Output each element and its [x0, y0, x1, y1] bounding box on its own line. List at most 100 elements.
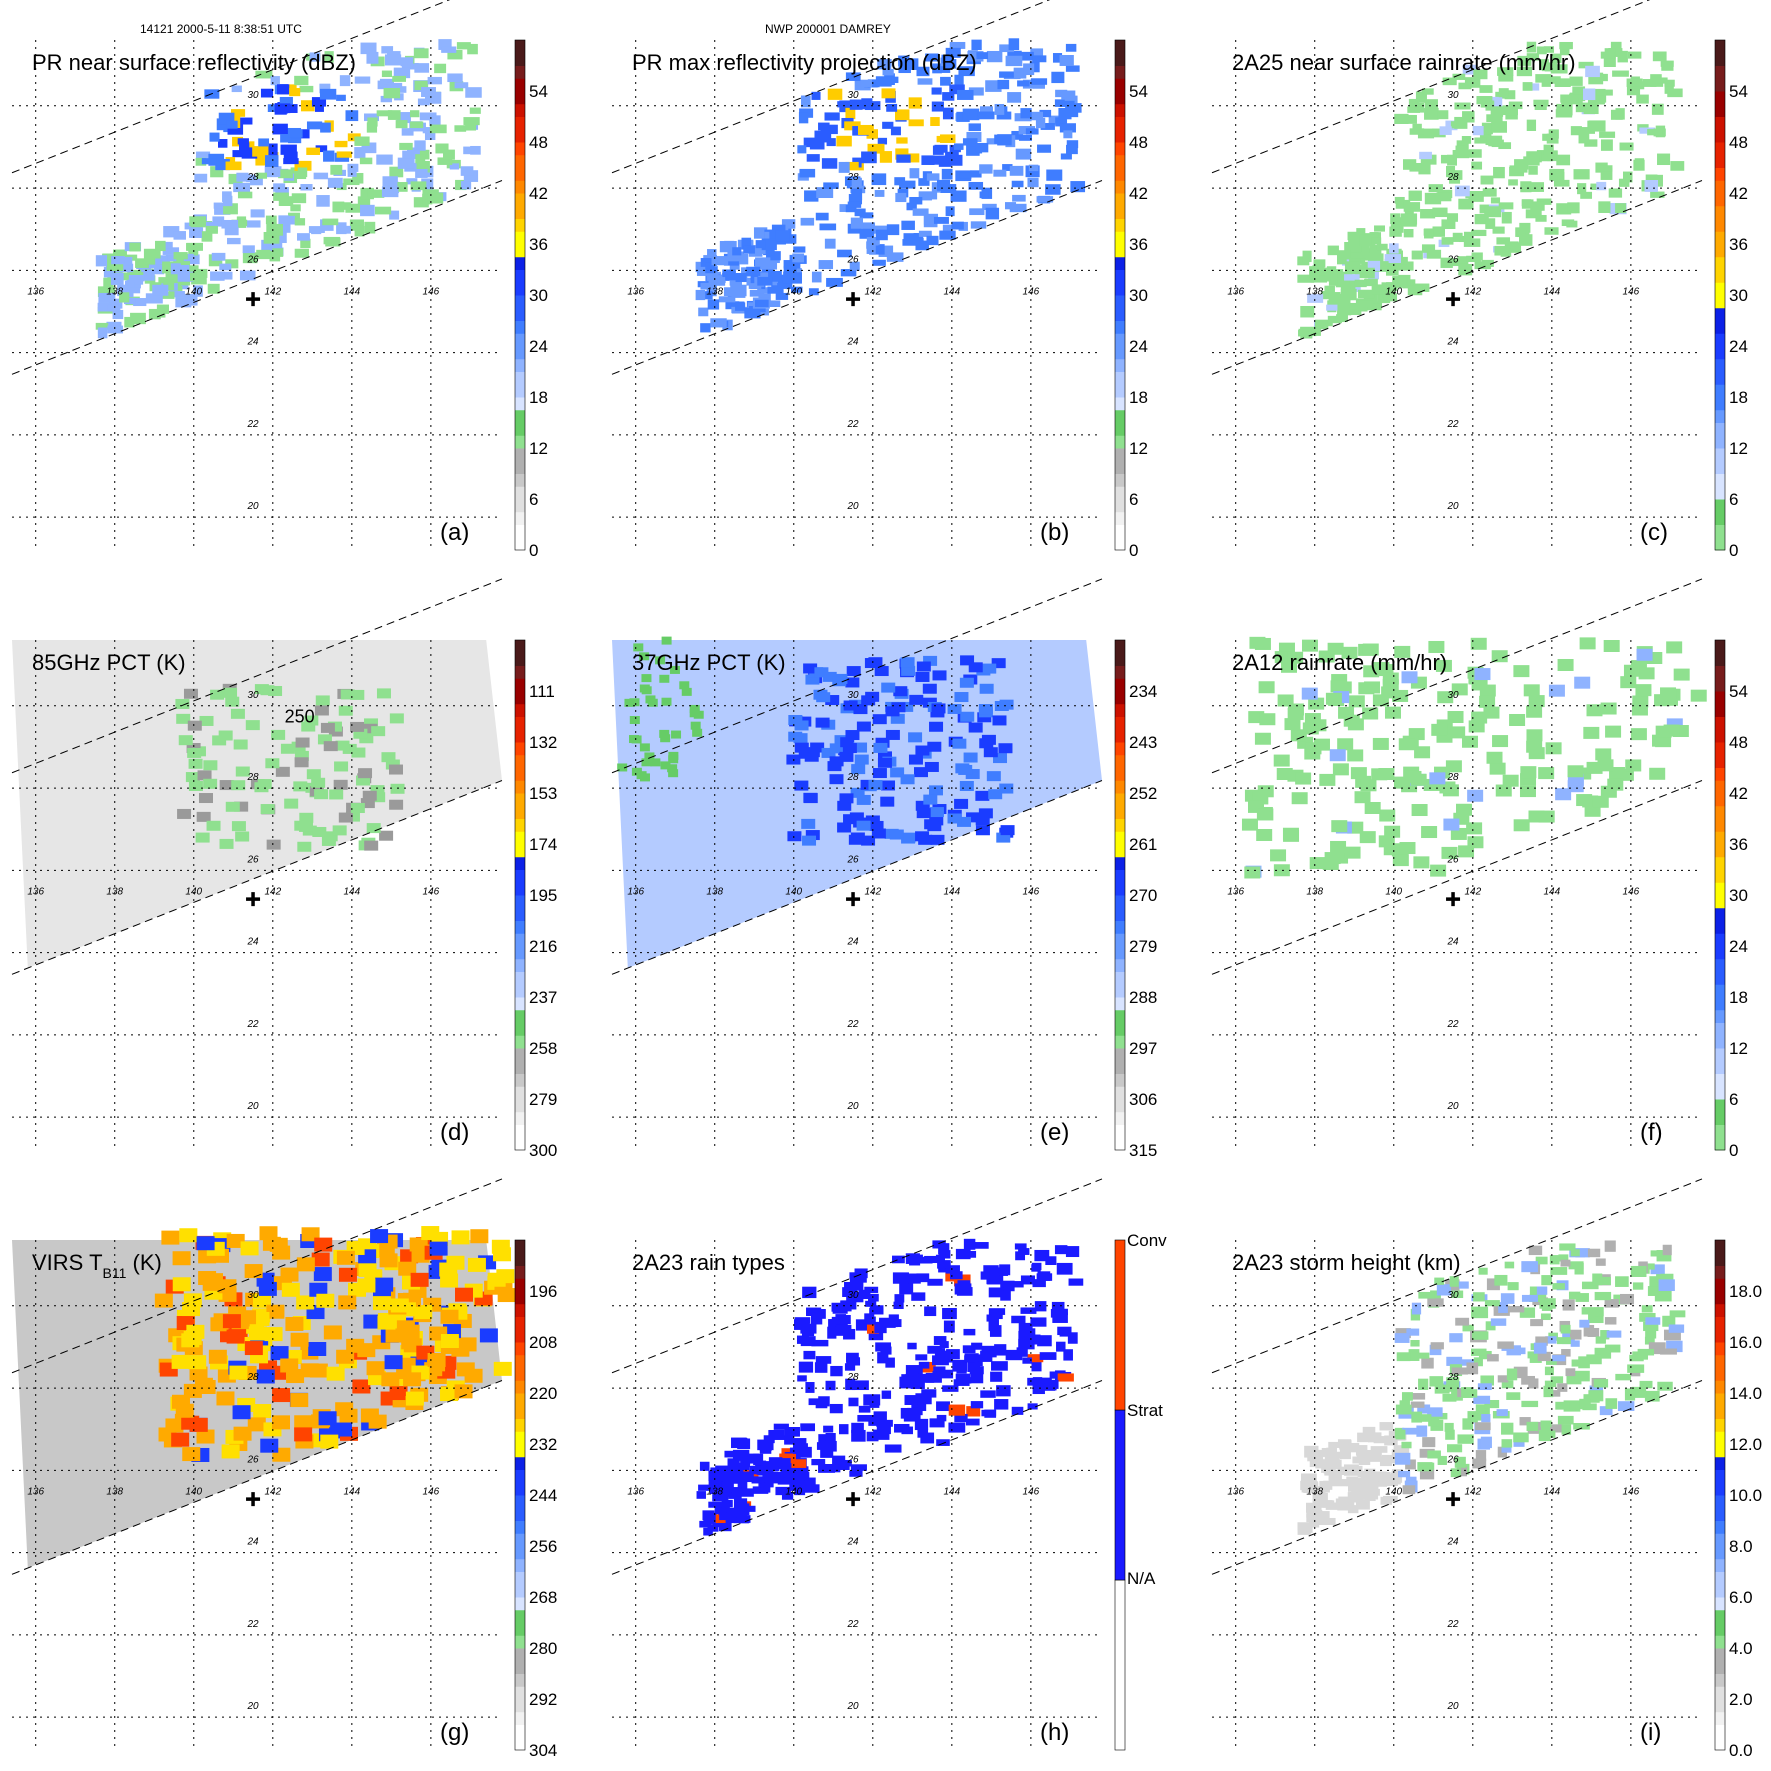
- field-cell: [737, 1438, 751, 1450]
- field-cell: [1450, 1468, 1462, 1478]
- field-cell: [371, 726, 386, 737]
- field-cell: [1526, 729, 1543, 742]
- colorbar-label: 42: [1129, 184, 1148, 203]
- field-cell: [1417, 1404, 1431, 1414]
- field-cell: [437, 157, 453, 165]
- field-cell: [967, 51, 984, 62]
- colorbar-label: 234: [1129, 682, 1157, 701]
- lat-tick-label: 26: [246, 1454, 259, 1465]
- colorbar-label: 237: [529, 988, 557, 1007]
- field-cell: [1533, 99, 1549, 107]
- field-cell: [1559, 1243, 1576, 1251]
- lon-tick-label: 138: [706, 287, 723, 298]
- colorbar-segment: [1115, 295, 1125, 309]
- field-cell: [1545, 742, 1562, 755]
- field-cell: [1430, 1342, 1444, 1350]
- colorbar-segment: [1114, 1409, 1126, 1581]
- field-cell: [248, 1326, 267, 1341]
- field-cell: [320, 122, 331, 133]
- field-cell: [1550, 1267, 1568, 1275]
- field-cell: [963, 1328, 976, 1336]
- panel-title: PR max reflectivity projection (dBZ): [632, 50, 977, 75]
- lon-tick-label: 140: [785, 887, 802, 898]
- storm-center-cross: [846, 1492, 861, 1507]
- field-cell: [778, 1458, 791, 1470]
- field-cell: [461, 181, 472, 190]
- colorbar-label: 6.0: [1729, 1588, 1753, 1607]
- field-cell: [921, 155, 935, 165]
- field-cell: [286, 104, 298, 113]
- field-cell: [415, 168, 428, 178]
- field-cell: [1498, 88, 1509, 98]
- field-cell: [288, 129, 303, 138]
- field-cell: [1617, 1401, 1635, 1411]
- field-cell: [385, 1328, 404, 1343]
- field-cell: [185, 772, 200, 783]
- colorbar-segment: [1715, 665, 1725, 679]
- field-cell: [337, 225, 351, 234]
- colorbar-segment: [1715, 142, 1725, 156]
- field-cell: [853, 742, 868, 753]
- field-cell: [1550, 1376, 1564, 1384]
- field-cell: [389, 1386, 408, 1401]
- field-cell: [999, 783, 1014, 794]
- field-cell: [414, 80, 429, 91]
- colorbar-segment: [1115, 511, 1125, 525]
- field-cell: [235, 766, 250, 777]
- field-cell: [1578, 1356, 1590, 1369]
- colorbar-segment: [1115, 754, 1125, 768]
- field-cell: [183, 688, 198, 699]
- field-cell: [1020, 51, 1034, 61]
- field-cell: [1018, 1248, 1030, 1255]
- field-cell: [285, 1316, 304, 1331]
- colorbar-label: 42: [529, 184, 548, 203]
- field-cell: [1574, 1370, 1590, 1382]
- field-cell: [668, 769, 679, 778]
- field-cell: [1378, 1471, 1391, 1484]
- field-cell: [321, 835, 336, 846]
- field-cell: [98, 292, 116, 303]
- field-cell: [641, 674, 652, 683]
- field-cell: [1569, 76, 1583, 86]
- field-cell: [1420, 209, 1436, 219]
- field-cell: [826, 277, 843, 287]
- colorbar-segment: [1715, 1546, 1725, 1560]
- field-cell: [1051, 71, 1065, 84]
- colorbar-segment: [1715, 1724, 1725, 1738]
- field-cell: [1297, 274, 1315, 283]
- field-cell: [1626, 84, 1641, 96]
- field-cell: [1421, 1357, 1434, 1369]
- field-cell: [370, 785, 385, 796]
- field-cell: [407, 147, 422, 160]
- colorbar-segment: [1115, 422, 1125, 436]
- field-cell: [970, 221, 987, 229]
- field-cell: [347, 133, 361, 142]
- colorbar-segment: [515, 320, 525, 334]
- colorbar-segment: [1715, 652, 1725, 666]
- field-cell: [1484, 1300, 1500, 1307]
- field-cell: [1411, 250, 1423, 260]
- colorbar-segment: [1715, 1022, 1725, 1036]
- field-cell: [1566, 220, 1578, 228]
- colorbar-segment: [515, 1265, 525, 1279]
- field-cell: [1389, 243, 1399, 254]
- colorbar-segment: [1115, 729, 1125, 743]
- field-cell: [209, 132, 220, 142]
- field-cell: [216, 1391, 235, 1406]
- colorbar-segment: [1115, 154, 1125, 168]
- field-cell: [1509, 713, 1526, 726]
- field-cell: [793, 733, 808, 744]
- field-cell: [718, 1489, 729, 1497]
- field-cell: [1364, 801, 1381, 814]
- field-cell: [401, 1335, 420, 1350]
- colorbar-segment: [515, 65, 525, 79]
- field-cell: [1567, 765, 1584, 778]
- colorbar-segment: [515, 665, 525, 679]
- field-cell: [936, 1369, 954, 1379]
- field-cell: [1241, 818, 1258, 831]
- field-cell: [253, 1293, 272, 1308]
- colorbar-segment: [1715, 805, 1725, 819]
- field-cell: [347, 167, 357, 177]
